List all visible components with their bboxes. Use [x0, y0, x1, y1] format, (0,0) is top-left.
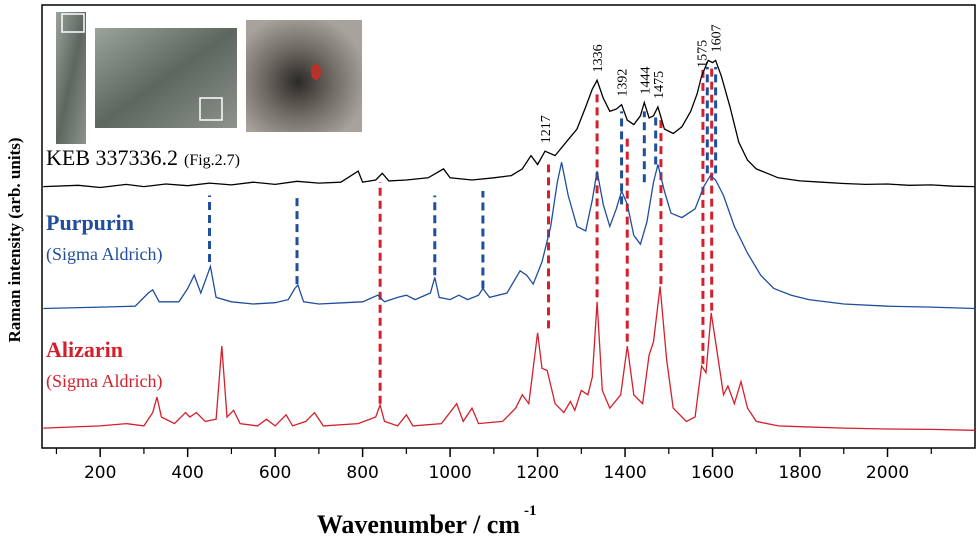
peak-label: 1392	[616, 69, 631, 97]
x-tick-label: 800	[346, 463, 378, 483]
peak-label: 1444	[638, 66, 653, 94]
series-note: (Sigma Aldrich)	[46, 371, 162, 392]
x-tick-label: 400	[171, 463, 203, 483]
x-tick-label: 600	[259, 463, 291, 483]
photo-object	[56, 12, 86, 144]
photo-frame	[199, 97, 223, 121]
photo-frame	[61, 13, 85, 33]
photos	[56, 12, 362, 144]
series-label: Alizarin	[46, 337, 123, 362]
peak-label: 1575	[696, 40, 711, 68]
plot-frame	[41, 4, 976, 449]
x-tick-label: 2000	[866, 463, 909, 483]
x-tick-label: 1400	[603, 463, 646, 483]
x-axis-label: Wavenumber / cm	[317, 510, 521, 539]
series-note: (Sigma Aldrich)	[46, 244, 162, 265]
y-axis-label: Raman intensity (arb. units)	[5, 138, 24, 343]
photo-detail	[95, 28, 237, 128]
x-tick-label: 1800	[778, 463, 821, 483]
peak-label: 1336	[591, 44, 606, 72]
series-label: Purpurin	[46, 210, 134, 235]
peak-label: 1217	[539, 115, 554, 143]
photo-pigment	[311, 64, 321, 80]
peak-label: 1607	[710, 24, 725, 52]
x-tick-label: 1000	[428, 463, 471, 483]
x-tick-label: 200	[84, 463, 116, 483]
x-axis-label-sup: -1	[524, 503, 537, 519]
spectrum-line	[43, 59, 976, 189]
photo-closeup	[246, 20, 362, 132]
peak-label: 1475	[652, 71, 667, 99]
spectrum-line	[43, 162, 976, 310]
series-note: (Fig.2.7)	[184, 152, 240, 169]
x-tick-label: 1600	[691, 463, 734, 483]
series-label: KEB 337336.2	[46, 145, 178, 170]
spectrum-line	[43, 286, 976, 431]
x-tick-label: 1200	[516, 463, 559, 483]
